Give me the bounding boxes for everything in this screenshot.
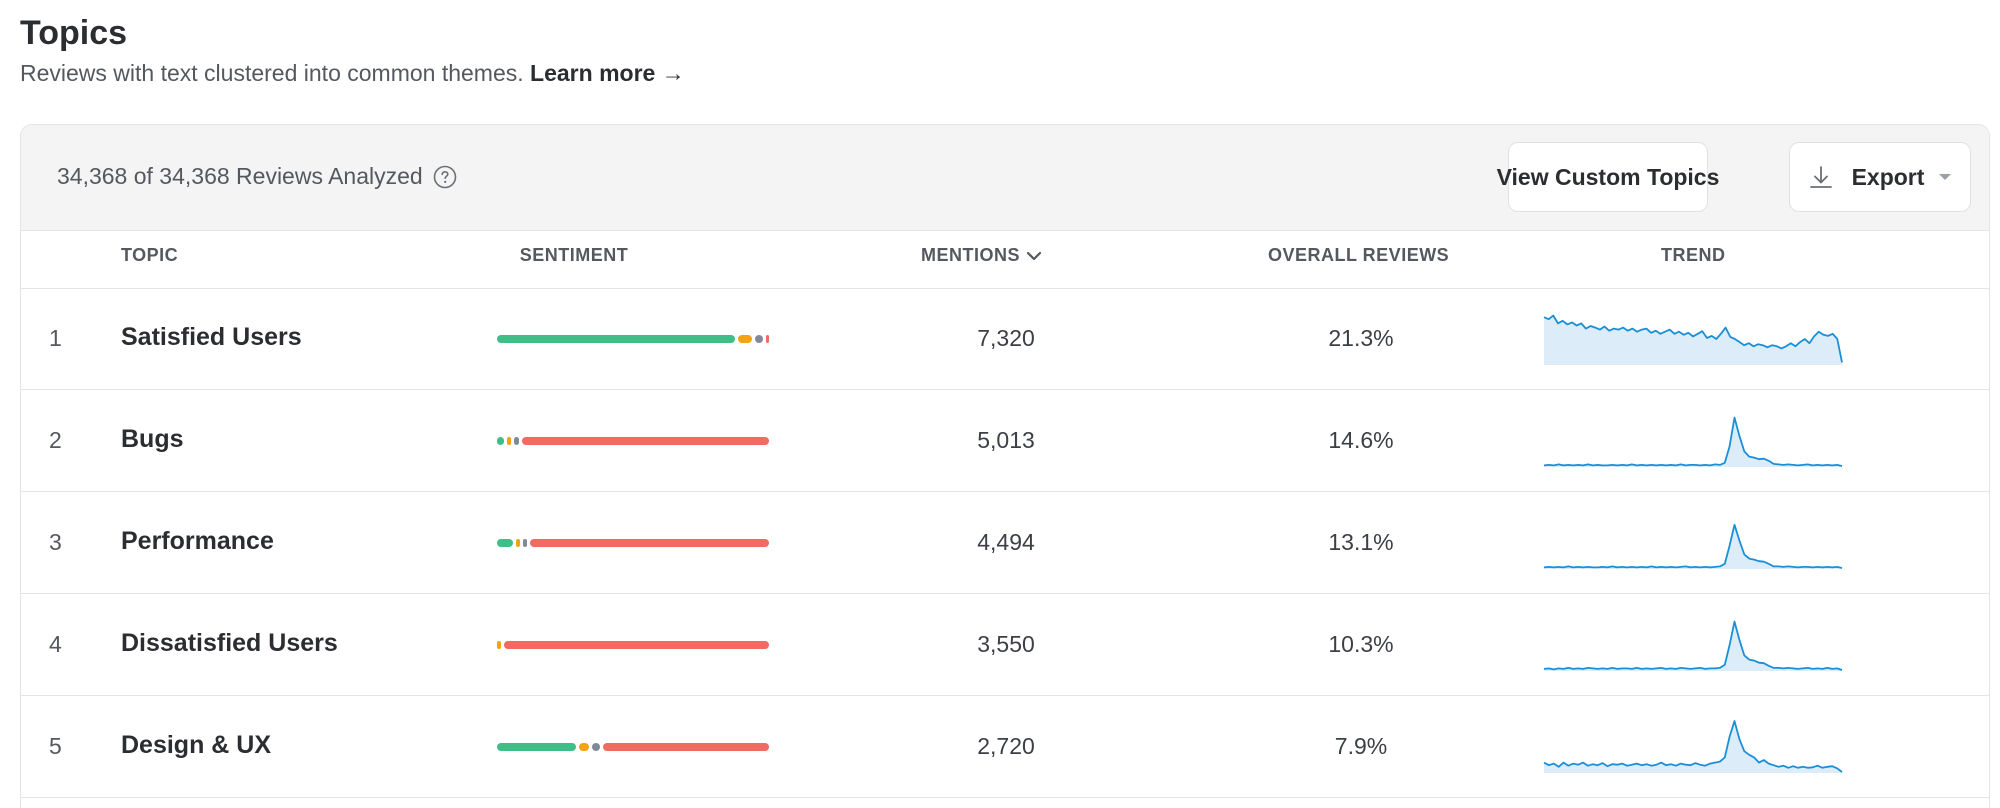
table-row[interactable]: 1 Satisfied Users 7,320 21.3%	[21, 289, 1989, 390]
table-row[interactable]: 3 Performance 4,494 13.1%	[21, 493, 1989, 594]
overall-reviews-percent: 10.3%	[1328, 631, 1394, 657]
row-rank: 1	[49, 325, 62, 351]
table-row[interactable]: 2 Bugs 5,013 14.6%	[21, 391, 1989, 492]
sentiment-positive-segment	[497, 743, 576, 751]
sentiment-mixed-segment	[516, 539, 521, 547]
trend-line	[1543, 416, 1843, 467]
sentiment-bar	[497, 539, 769, 547]
table-row[interactable]: 5 Design & UX 2,720 7.9%	[21, 697, 1989, 798]
subtitle-text: Reviews with text clustered into common …	[20, 60, 524, 86]
mentions-count: 4,494	[977, 529, 1035, 555]
overall-reviews-percent: 14.6%	[1328, 427, 1394, 453]
sentiment-mixed-segment	[497, 641, 501, 649]
trend-sparkline	[1543, 307, 1843, 369]
sentiment-positive-segment	[497, 437, 504, 445]
mentions-count: 3,550	[977, 631, 1035, 657]
sentiment-bar	[497, 743, 769, 751]
page-subtitle: Reviews with text clustered into common …	[20, 60, 685, 87]
trend-line	[1543, 523, 1843, 569]
topic-name[interactable]: Dissatisfied Users	[121, 629, 338, 657]
sentiment-mixed-segment	[578, 743, 590, 751]
learn-more-link[interactable]: Learn more →	[530, 60, 685, 86]
sentiment-negative-segment	[766, 335, 769, 343]
column-header-sentiment: SENTIMENT	[519, 245, 629, 265]
row-rank: 5	[49, 733, 62, 759]
sentiment-positive-segment	[497, 335, 735, 343]
row-rank: 4	[49, 631, 62, 657]
overall-reviews-percent: 7.9%	[1334, 733, 1388, 759]
panel-toolbar: 34,368 of 34,368 Reviews Analyzed View C…	[21, 125, 1989, 231]
reviews-analyzed: 34,368 of 34,368 Reviews Analyzed	[57, 163, 457, 190]
sentiment-neutral-segment	[513, 437, 519, 445]
download-icon	[1808, 164, 1834, 190]
table-row[interactable]: 4 Dissatisfied Users 3,550 10.3%	[21, 595, 1989, 696]
sentiment-neutral-segment	[755, 335, 764, 343]
sentiment-negative-segment	[603, 743, 769, 751]
reviews-analyzed-text: 34,368 of 34,368 Reviews Analyzed	[57, 163, 423, 189]
sentiment-mixed-segment	[737, 335, 753, 343]
trend-area	[1544, 524, 1842, 569]
trend-line	[1543, 720, 1843, 773]
chevron-down-icon	[1938, 172, 1952, 182]
sentiment-negative-segment	[530, 539, 769, 547]
view-custom-topics-button[interactable]: View Custom Topics	[1497, 142, 1719, 212]
trend-area	[1544, 621, 1842, 671]
sentiment-negative-segment	[521, 437, 769, 445]
trend-line	[1543, 314, 1843, 363]
sentiment-positive-segment	[497, 539, 514, 547]
mentions-count: 2,720	[977, 733, 1035, 759]
overall-reviews-percent: 21.3%	[1328, 325, 1394, 351]
row-rank: 3	[49, 529, 62, 555]
export-button[interactable]: Export	[1789, 142, 1971, 212]
trend-sparkline	[1543, 511, 1843, 573]
topic-name[interactable]: Bugs	[121, 425, 184, 453]
trend-sparkline	[1543, 409, 1843, 471]
sentiment-bar	[497, 641, 769, 649]
overall-reviews-percent: 13.1%	[1328, 529, 1394, 555]
trend-line	[1543, 620, 1843, 671]
sentiment-negative-segment	[504, 641, 769, 649]
topic-name[interactable]: Performance	[121, 527, 274, 555]
sentiment-neutral-segment	[592, 743, 601, 751]
row-rank: 2	[49, 427, 62, 453]
column-header-trend: TREND	[1661, 245, 1726, 265]
mentions-count: 7,320	[977, 325, 1035, 351]
mentions-count: 5,013	[977, 427, 1035, 453]
export-label: Export	[1851, 163, 1925, 190]
trend-sparkline	[1543, 715, 1843, 777]
topic-name[interactable]: Design & UX	[121, 731, 272, 759]
page-title: Topics	[20, 14, 128, 52]
column-header-topic: TOPIC	[121, 245, 179, 265]
sentiment-mixed-segment	[506, 437, 511, 445]
column-header-overall-reviews: OVERALL REVIEWS	[1268, 245, 1450, 265]
help-icon[interactable]	[433, 165, 457, 189]
topic-name[interactable]: Satisfied Users	[121, 323, 302, 351]
sentiment-bar	[497, 335, 769, 343]
topics-panel: 34,368 of 34,368 Reviews Analyzed View C…	[20, 124, 1990, 808]
sentiment-bar	[497, 437, 769, 445]
header-divider	[21, 288, 1989, 289]
sentiment-neutral-segment	[523, 539, 528, 547]
trend-sparkline	[1543, 613, 1843, 675]
mentions-header-label: MENTIONS	[921, 245, 1021, 265]
column-header-mentions[interactable]: MENTIONS	[921, 245, 1042, 266]
trend-area	[1544, 315, 1842, 365]
sort-descending-icon[interactable]	[1026, 250, 1042, 262]
trend-area	[1544, 417, 1842, 467]
